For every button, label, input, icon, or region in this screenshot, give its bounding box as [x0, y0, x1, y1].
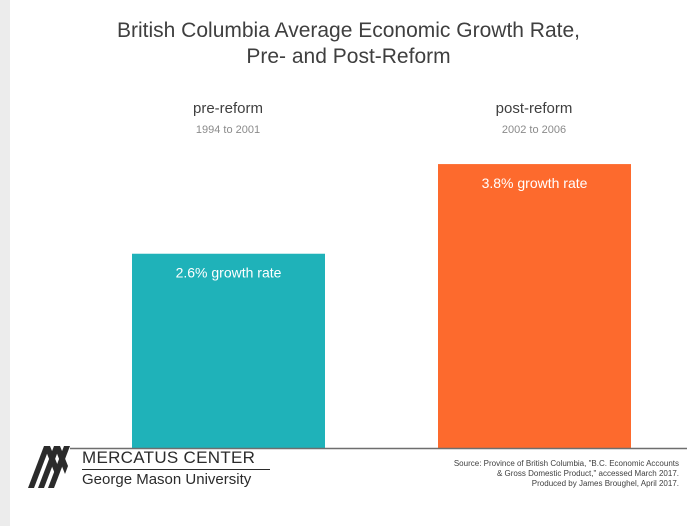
source-line-1: Source: Province of British Columbia, "B…: [453, 459, 679, 468]
chart-title-line-2: Pre- and Post-Reform: [246, 45, 451, 68]
chart-title: British Columbia Average Economic Growth…: [10, 18, 687, 70]
source-line-2: & Gross Domestic Product," accessed Marc…: [496, 469, 679, 478]
org-subtitle: George Mason University: [82, 471, 252, 488]
category-subtitle-post-reform: 2002 to 2006: [501, 124, 567, 136]
mercatus-logo-mark-icon: [28, 446, 70, 488]
logo-divider: [82, 469, 270, 470]
chart-frame: British Columbia Average Economic Growth…: [10, 0, 687, 526]
bar-pre-reform: [132, 253, 325, 448]
bar-chart: 2.6% growth rate 3.8% growth rate: [70, 164, 687, 450]
org-name: MERCATUS CENTER: [82, 448, 256, 467]
category-label-post-reform: post-reform: [495, 100, 573, 117]
data-label-pre-reform: 2.6% growth rate: [176, 265, 282, 281]
category-label-pre-reform: pre-reform: [192, 100, 263, 117]
mercatus-logo: MERCATUS CENTER George Mason University: [28, 444, 270, 492]
data-label-post-reform: 3.8% growth rate: [482, 175, 588, 191]
category-subtitle-pre-reform: 1994 to 2001: [195, 124, 261, 136]
source-line-3: Produced by James Broughel, April 2017.: [531, 479, 679, 488]
bar-post-reform: [438, 164, 631, 448]
source-note: Source: Province of British Columbia, "B…: [379, 459, 679, 489]
chart-title-line-1: British Columbia Average Economic Growth…: [117, 19, 580, 42]
